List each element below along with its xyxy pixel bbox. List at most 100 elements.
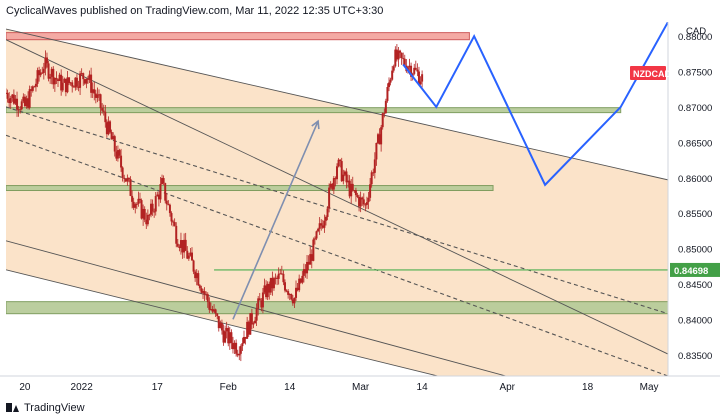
- candle-body: [105, 122, 108, 135]
- time-tick-label: 2022: [71, 382, 94, 393]
- candle-body: [42, 68, 45, 73]
- candle-body: [378, 134, 381, 145]
- candle-body: [142, 208, 145, 219]
- candle-body: [143, 208, 146, 220]
- candle-body: [269, 277, 272, 293]
- candle-body: [137, 198, 140, 204]
- candle-body: [30, 89, 33, 91]
- candle-body: [58, 74, 61, 81]
- candle-body: [55, 77, 58, 80]
- candle-body: [224, 331, 227, 343]
- candle-body: [373, 159, 376, 173]
- candle-body: [359, 197, 362, 207]
- candle-body: [173, 222, 176, 226]
- candle-body: [358, 196, 361, 207]
- candle-body: [192, 260, 195, 272]
- candle-body: [282, 273, 285, 283]
- candle-body: [118, 150, 121, 156]
- candle-body: [254, 320, 257, 324]
- candle-body: [315, 231, 318, 239]
- candle-body: [298, 278, 301, 291]
- candle-body: [161, 178, 164, 185]
- price-tick-label: 0.83500: [678, 351, 712, 362]
- candle-body: [347, 180, 350, 183]
- candle-body: [127, 177, 130, 180]
- candle-body: [326, 208, 329, 217]
- candle-body: [9, 98, 12, 104]
- candle-body: [41, 72, 44, 74]
- candle-body: [88, 74, 91, 80]
- candle-body: [280, 273, 283, 275]
- candle-body: [195, 273, 198, 279]
- projection-arrow: [232, 120, 319, 320]
- candle-body: [290, 294, 293, 300]
- candle-body: [296, 287, 299, 291]
- candle-body: [277, 273, 280, 279]
- price-tick-label: 0.87500: [678, 68, 712, 79]
- candle-body: [361, 197, 364, 200]
- candle-body: [236, 353, 239, 356]
- trendline-2: [6, 240, 508, 376]
- candle-body: [343, 171, 346, 175]
- candle-body: [331, 183, 334, 190]
- candle-body: [402, 58, 405, 60]
- candle-body: [291, 299, 294, 304]
- candle-body: [162, 178, 165, 184]
- candle-body: [57, 79, 60, 81]
- candle-body: [392, 66, 395, 71]
- candle-body: [403, 58, 406, 66]
- candle-body: [97, 94, 100, 96]
- candle-body: [184, 239, 187, 251]
- candle-body: [274, 277, 277, 279]
- price-tick-label: 0.85000: [678, 245, 712, 256]
- candles-group: [6, 44, 424, 362]
- tradingview-logo[interactable]: TradingView: [6, 402, 85, 414]
- candle-body: [36, 70, 39, 84]
- candle-body: [20, 101, 23, 110]
- candle-body: [365, 202, 368, 205]
- nzdcad-chart[interactable]: 0.83500 0.84000 0.84500 0.85000 0.85500 0.860…: [0, 22, 720, 396]
- candle-body: [304, 269, 307, 274]
- trendline-1: [6, 39, 668, 355]
- candle-body: [109, 121, 112, 132]
- candle-body: [375, 142, 378, 160]
- candle-body: [239, 346, 242, 354]
- price-tick-label: 0.88000: [678, 32, 712, 43]
- chart-area[interactable]: 0.83500 0.84000 0.84500 0.85000 0.85500 0.860…: [0, 22, 720, 396]
- candle-body: [312, 239, 315, 261]
- dashed-trendline-4: [6, 106, 668, 315]
- candle-body: [263, 285, 266, 293]
- candle-body: [134, 204, 137, 208]
- candle-body: [194, 271, 197, 279]
- candle-body: [202, 291, 205, 293]
- support-price-badge: [670, 262, 720, 277]
- candle-body: [63, 78, 66, 83]
- candle-body: [60, 74, 63, 91]
- projection-arrow-head: [311, 119, 320, 130]
- currency-label: CAD: [686, 26, 706, 37]
- candle-body: [334, 178, 337, 180]
- candle-body: [91, 89, 94, 93]
- candle-body: [337, 159, 340, 167]
- price-tick-label: 0.85500: [678, 209, 712, 220]
- candle-body: [186, 250, 189, 259]
- candle-body: [372, 172, 375, 174]
- candle-body: [413, 67, 416, 74]
- candle-body: [211, 309, 214, 312]
- candle-body: [112, 136, 115, 140]
- tradingview-brand: TradingView: [24, 401, 85, 414]
- candle-body: [64, 78, 67, 93]
- candle-body: [94, 93, 97, 98]
- candle-body: [131, 195, 134, 202]
- candle-body: [33, 86, 36, 88]
- candle-body: [83, 79, 86, 84]
- candle-body: [329, 183, 332, 188]
- candle-body: [86, 78, 89, 80]
- trendline-0: [6, 28, 668, 181]
- candle-body: [113, 136, 116, 152]
- candle-body: [45, 57, 48, 64]
- candle-body: [287, 291, 290, 295]
- candle-body: [293, 297, 296, 304]
- candle-body: [394, 49, 397, 67]
- candle-body: [38, 70, 41, 76]
